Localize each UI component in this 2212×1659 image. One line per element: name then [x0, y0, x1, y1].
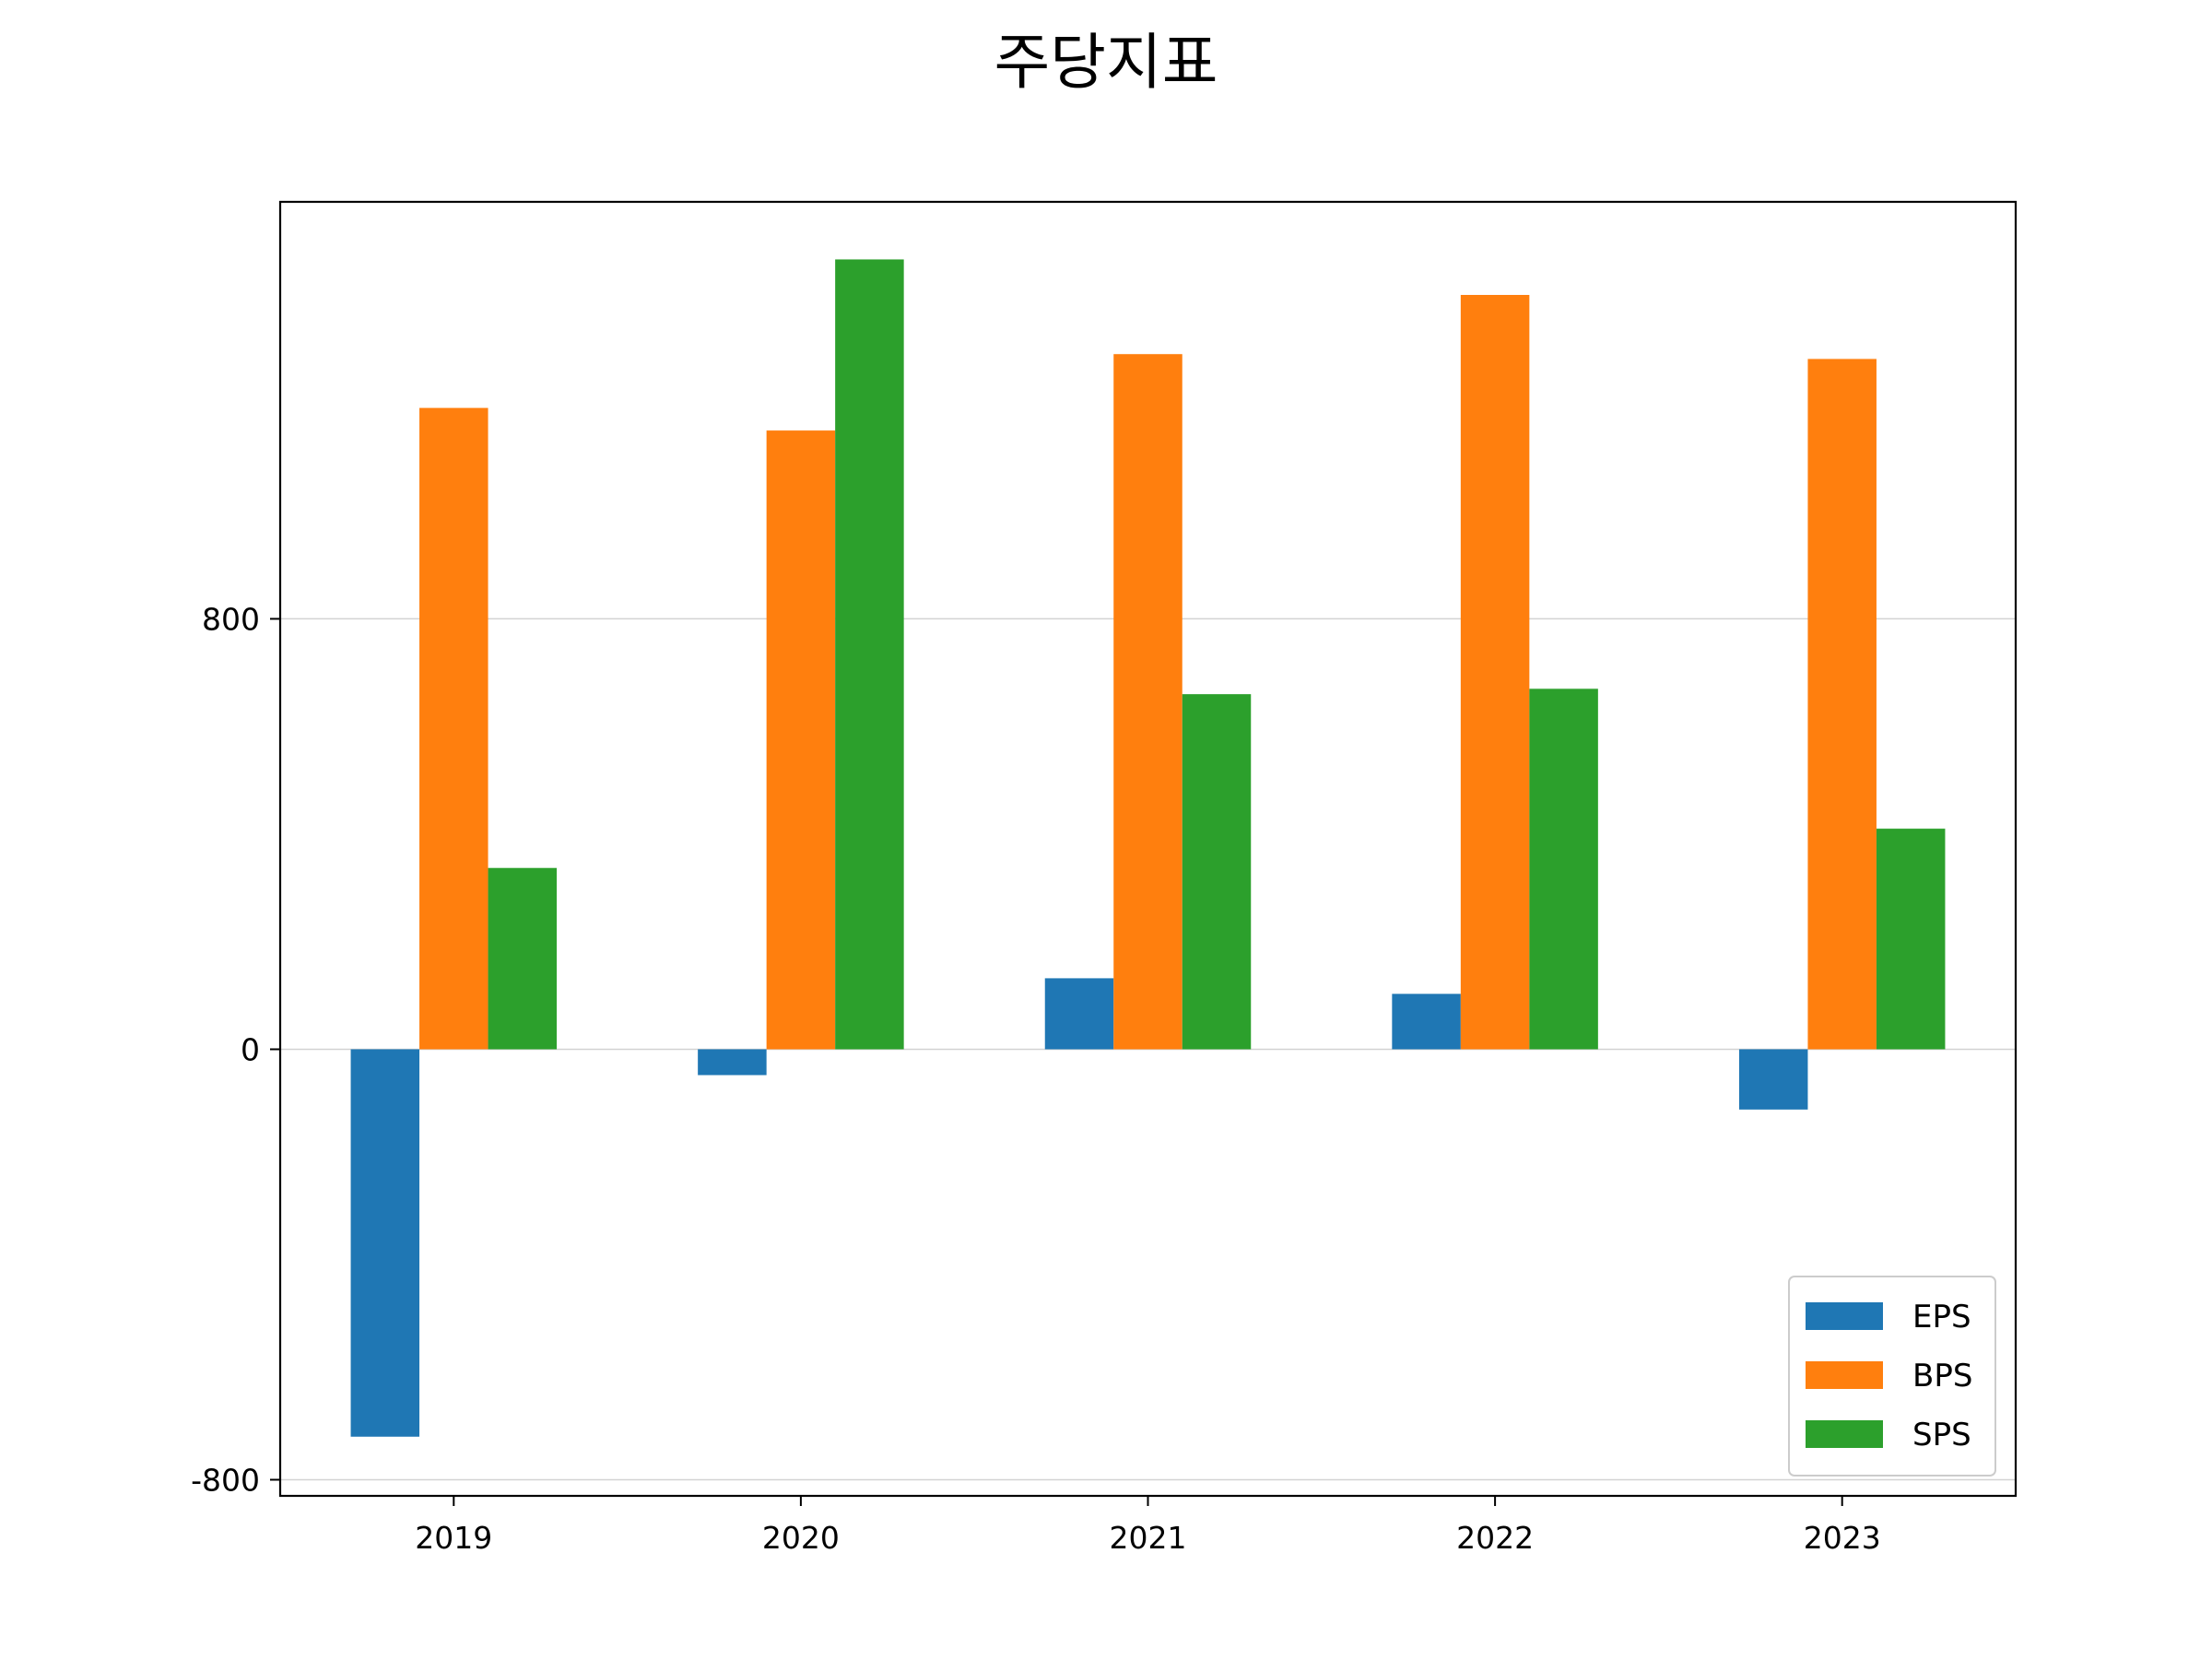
bar-eps-2021: [1044, 978, 1114, 1050]
legend-label-eps: EPS: [1912, 1299, 1971, 1335]
bar-sps-2023: [1876, 829, 1946, 1050]
bar-sps-2019: [488, 867, 558, 1050]
xtick-label-2020: 2020: [762, 1520, 840, 1556]
bar-bps-2023: [1807, 359, 1877, 1050]
legend-label-bps: BPS: [1912, 1358, 1972, 1394]
bar-sps-2021: [1182, 694, 1252, 1050]
xtick-label-2022: 2022: [1456, 1520, 1534, 1556]
xtick-label-2023: 2023: [1804, 1520, 1881, 1556]
bar-bps-2022: [1460, 294, 1530, 1050]
axes: -800 0 800 2019 2020 2021 2022 2023: [191, 200, 2018, 1556]
legend-label-sps: SPS: [1912, 1417, 1971, 1453]
xtick-label-2019: 2019: [415, 1520, 492, 1556]
ytick-label-800: 800: [202, 601, 260, 637]
bar-eps-2023: [1738, 1049, 1808, 1110]
ytick-label-0: 0: [241, 1031, 260, 1067]
xtick-label-2021: 2021: [1110, 1520, 1187, 1556]
bar-bps-2020: [766, 430, 836, 1050]
bar-bps-2019: [419, 407, 488, 1050]
bar-sps-2022: [1529, 688, 1598, 1050]
legend: EPS BPS SPS: [1788, 1276, 1996, 1477]
bars: [350, 259, 1946, 1437]
bar-eps-2019: [350, 1049, 420, 1437]
legend-swatch-bps: [1806, 1361, 1883, 1389]
legend-swatch-eps: [1806, 1302, 1883, 1330]
bar-bps-2021: [1113, 354, 1182, 1050]
chart-title: 주당지표: [994, 27, 1218, 98]
ytick-label--800: -800: [191, 1462, 260, 1498]
bar-sps-2020: [835, 259, 904, 1050]
bar-eps-2020: [698, 1049, 767, 1076]
bar-eps-2022: [1392, 994, 1461, 1050]
legend-swatch-sps: [1806, 1420, 1883, 1448]
